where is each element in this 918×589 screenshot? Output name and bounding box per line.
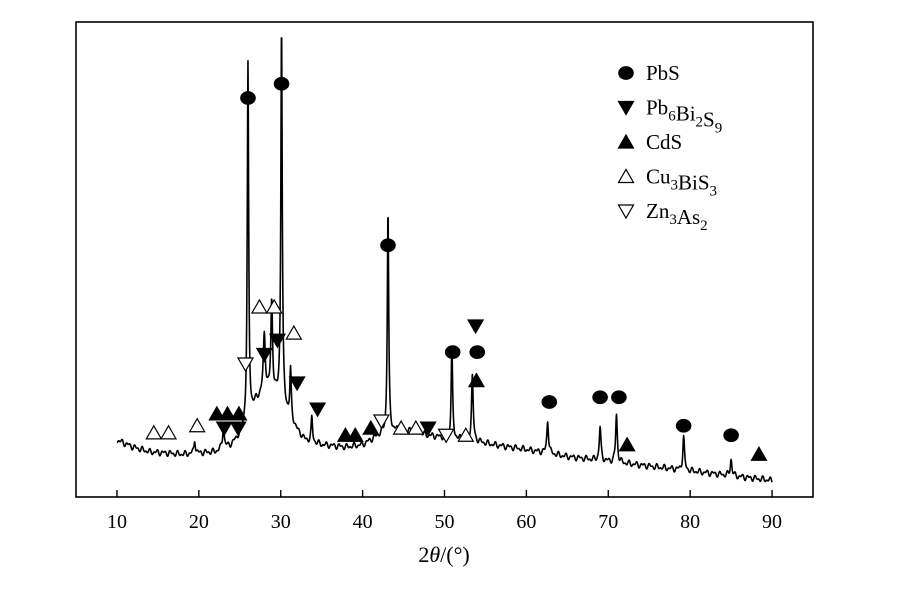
x-tick-label: 60 bbox=[516, 511, 536, 533]
legend-label-cds: CdS bbox=[646, 130, 682, 154]
marker-pb6bi2s9 bbox=[255, 347, 273, 363]
marker-pbs bbox=[675, 418, 692, 433]
x-axis-tick-labels: 10 20 30 40 50 60 70 80 90 bbox=[107, 511, 782, 533]
plot-frame bbox=[75, 21, 814, 498]
legend-label-zn3as2: Zn3As2 bbox=[646, 199, 708, 234]
marker-cds bbox=[618, 436, 636, 452]
marker-zn3as2 bbox=[236, 357, 255, 373]
legend-symbol-cu3bis3 bbox=[617, 168, 635, 184]
marker-pb6bi2s9 bbox=[419, 421, 437, 437]
marker-pb6bi2s9 bbox=[288, 376, 306, 392]
x-axis-label: 2θ/(°) bbox=[418, 542, 469, 567]
marker-cu3bis3 bbox=[159, 424, 178, 440]
marker-pbs bbox=[273, 76, 290, 91]
marker-pb6bi2s9 bbox=[229, 421, 247, 437]
marker-cds bbox=[346, 427, 364, 442]
marker-pbs bbox=[469, 345, 486, 360]
marker-pbs bbox=[380, 238, 396, 253]
legend-label-pbs: PbS bbox=[646, 61, 680, 85]
x-tick-label: 50 bbox=[435, 511, 455, 533]
legend-item-cu3bis3: Cu3BiS3 bbox=[617, 165, 717, 200]
marker-cu3bis3 bbox=[392, 419, 410, 435]
marker-pbs bbox=[723, 428, 739, 443]
marker-cu3bis3 bbox=[188, 417, 206, 433]
marker-pbs bbox=[240, 91, 256, 105]
legend-item-pb6bi2s9: Pb6Bi2S9 bbox=[617, 96, 722, 137]
marker-pb6bi2s9 bbox=[467, 319, 485, 335]
marker-cu3bis3 bbox=[250, 298, 268, 314]
x-tick-label: 10 bbox=[107, 511, 127, 533]
marker-pbs bbox=[444, 345, 461, 360]
marker-cds bbox=[362, 419, 380, 435]
marker-cu3bis3 bbox=[407, 419, 425, 435]
marker-cds bbox=[218, 405, 237, 421]
marker-cds bbox=[750, 446, 768, 461]
marker-pbs bbox=[541, 395, 558, 409]
marker-cds bbox=[208, 405, 226, 421]
x-axis-label-symbol: θ bbox=[429, 542, 440, 567]
marker-zn3as2 bbox=[437, 428, 455, 444]
legend-item-pbs: PbS bbox=[618, 61, 680, 85]
legend-label-pb6bi2s9: Pb6Bi2S9 bbox=[646, 96, 722, 137]
x-tick-label: 70 bbox=[598, 511, 618, 533]
x-axis-ticks bbox=[116, 490, 773, 497]
legend-item-zn3as2: Zn3As2 bbox=[617, 199, 708, 234]
marker-cu3bis3 bbox=[285, 324, 303, 340]
x-tick-label: 20 bbox=[189, 511, 209, 533]
marker-pbs bbox=[592, 390, 608, 405]
marker-cu3bis3 bbox=[145, 424, 163, 440]
x-tick-label: 80 bbox=[680, 511, 700, 533]
marker-cds bbox=[230, 405, 248, 421]
marker-cds bbox=[467, 372, 485, 388]
marker-pb6bi2s9 bbox=[268, 333, 286, 349]
marker-cu3bis3 bbox=[457, 427, 475, 442]
x-axis-label-prefix: 2 bbox=[418, 542, 429, 567]
legend-label-cu3bis3: Cu3BiS3 bbox=[646, 165, 717, 200]
x-axis-label-suffix: /(°) bbox=[440, 542, 470, 567]
marker-pb6bi2s9 bbox=[215, 421, 233, 437]
legend-symbol-pbs bbox=[618, 66, 634, 80]
phase-markers bbox=[145, 76, 768, 461]
x-tick-label: 30 bbox=[271, 511, 291, 533]
marker-pb6bi2s9 bbox=[309, 402, 327, 418]
x-tick-label: 40 bbox=[353, 511, 373, 533]
marker-zn3as2 bbox=[372, 414, 390, 430]
legend-symbol-pb6bi2s9 bbox=[617, 100, 635, 116]
x-tick-label: 90 bbox=[762, 511, 782, 533]
marker-cu3bis3 bbox=[265, 298, 283, 314]
marker-pbs bbox=[611, 390, 627, 405]
legend-item-cds: CdS bbox=[617, 130, 682, 154]
legend-symbol-cds bbox=[617, 133, 635, 149]
legend-symbol-zn3as2 bbox=[617, 204, 635, 220]
